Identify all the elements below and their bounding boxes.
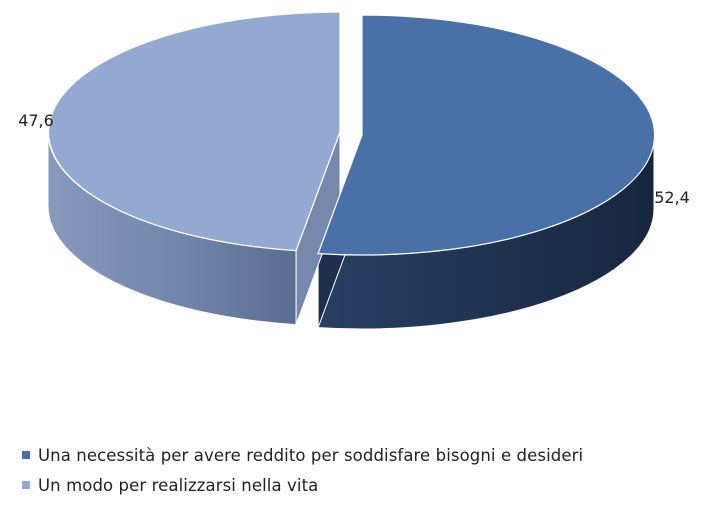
pie-chart: 52,4 47,6 — [18, 11, 690, 330]
data-label-slice-2: 47,6 — [18, 111, 54, 130]
legend: Una necessità per avere reddito per sodd… — [22, 440, 583, 500]
legend-item-2: Un modo per realizzarsi nella vita — [22, 470, 583, 500]
legend-label-2: Un modo per realizzarsi nella vita — [38, 475, 319, 495]
legend-swatch-1 — [22, 451, 30, 459]
data-label-slice-1: 52,4 — [654, 188, 690, 207]
legend-swatch-2 — [22, 481, 30, 489]
legend-label-1: Una necessità per avere reddito per sodd… — [38, 445, 584, 465]
legend-item-1: Una necessità per avere reddito per sodd… — [22, 440, 583, 470]
pie-slice-1 — [317, 14, 656, 256]
pie-slice-2 — [48, 11, 341, 252]
